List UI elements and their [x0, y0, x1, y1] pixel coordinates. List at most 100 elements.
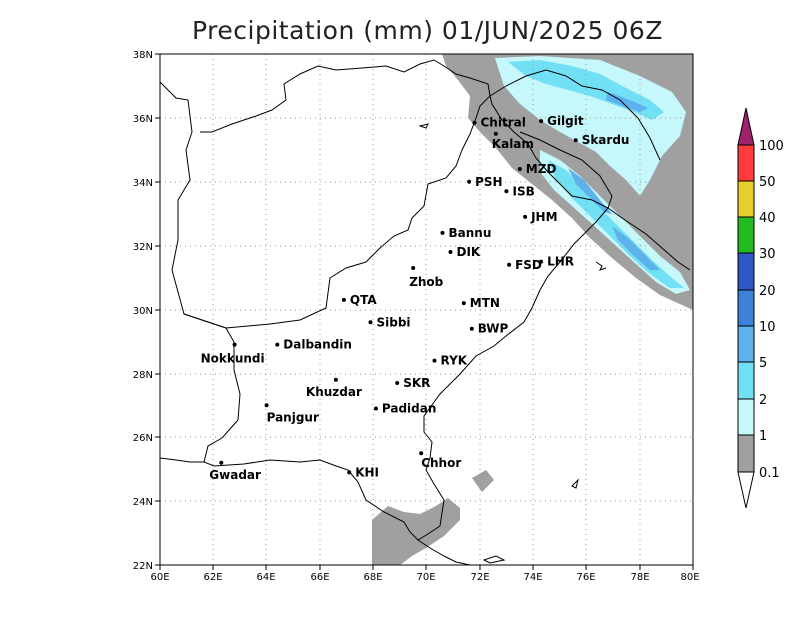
colorbar-bin-30 [737, 216, 755, 254]
lat-label: 26N [133, 433, 153, 444]
north-border [489, 69, 661, 161]
lon-label: 62E [203, 572, 222, 583]
lat-lon-grid [160, 54, 693, 565]
lon-label: 80E [680, 572, 699, 583]
city-label: Skardu [582, 133, 630, 147]
city-label: ISB [513, 184, 535, 198]
city-label: Chhor [421, 456, 461, 470]
city-marker [469, 326, 474, 331]
city-label: QTA [350, 293, 377, 307]
colorbar: 100 50 40 30 20 10 5 2 1 0.1 [737, 107, 784, 509]
city-label: MTN [470, 296, 500, 310]
lat-label: 30N [133, 306, 153, 317]
colorbar-bottom-arrow [737, 471, 755, 509]
city-label: Padidan [382, 402, 437, 416]
city-label: Chitral [481, 116, 526, 130]
colorbar-label: 20 [759, 284, 776, 299]
colorbar-bin-50 [737, 144, 755, 182]
coast-4 [482, 555, 506, 564]
city-label: JHM [530, 210, 557, 224]
colorbar-label: 50 [759, 175, 776, 190]
city-marker [368, 320, 373, 325]
lon-labels: 60E 62E 64E 66E 68E 70E 72E 74E 76E 78E … [150, 572, 699, 583]
lon-label: 78E [630, 572, 649, 583]
colorbar-label: 40 [759, 211, 776, 226]
colorbar-bin-40 [737, 180, 755, 218]
city-label: Nokkundi [201, 352, 265, 366]
city-label: FSD [515, 258, 542, 272]
lon-label: 64E [256, 572, 275, 583]
lat-label: 24N [133, 497, 153, 508]
city-marker [539, 119, 544, 124]
city-label: Zhob [409, 275, 443, 289]
city-marker [275, 342, 280, 347]
axis-ticks [155, 53, 694, 570]
colorbar-bin-10 [737, 289, 755, 327]
city-marker [347, 470, 352, 475]
lat-label: 36N [133, 114, 153, 125]
colorbar-label: 2 [759, 393, 767, 408]
colorbar-bin-2 [737, 361, 755, 400]
city-marker [504, 189, 509, 194]
city-label: DIK [457, 245, 481, 259]
colorbar-bin-1 [737, 398, 755, 436]
city-label: Gilgit [547, 114, 584, 128]
lon-label: 66E [310, 572, 329, 583]
city-label: KHI [355, 465, 379, 479]
city-marker [517, 167, 522, 171]
city-marker [573, 138, 578, 143]
colorbar-label: 5 [759, 356, 767, 371]
city-marker [507, 262, 512, 267]
boundaries [160, 59, 691, 565]
precip-strong-north [606, 92, 648, 112]
precip-trace-south [372, 498, 460, 565]
lake-3 [571, 478, 579, 489]
lon-label: 70E [416, 572, 435, 583]
lon-label: 76E [576, 572, 595, 583]
map-title: Precipitation (mm) 01/JUN/2025 06Z [192, 16, 663, 45]
colorbar-top-arrow [737, 107, 755, 146]
colorbar-label: 1 [759, 429, 767, 444]
colorbar-bin-0-1 [737, 434, 755, 473]
city-marker [419, 451, 424, 456]
precip-light-north [495, 56, 686, 196]
lake-2 [595, 261, 607, 271]
lat-label: 34N [133, 178, 153, 189]
city-label: MZD [526, 162, 557, 176]
iran-coast [160, 457, 204, 463]
lon-label: 74E [523, 572, 542, 583]
city-label: PSH [475, 175, 502, 189]
city-marker [461, 301, 466, 306]
city-marker [411, 266, 416, 270]
city-label: Bannu [449, 226, 492, 240]
lat-labels: 38N 36N 34N 32N 30N 28N 26N 24N 22N [133, 50, 153, 572]
city-marker [523, 214, 528, 219]
colorbar-bin-5 [737, 325, 755, 363]
city-marker [395, 381, 400, 385]
colorbar-label: 10 [759, 320, 776, 335]
city-marker [448, 250, 453, 254]
india-border [607, 207, 691, 271]
colorbar-bin-20 [737, 252, 755, 291]
pakistan-border [183, 95, 609, 541]
afghanistan-border [160, 59, 491, 329]
lat-label: 32N [133, 242, 153, 253]
lon-label: 72E [470, 572, 489, 583]
lat-label: 38N [133, 50, 153, 61]
city-label: SKR [403, 376, 430, 390]
city-marker [341, 297, 346, 302]
city-marker [493, 131, 498, 136]
city-label: Dalbandin [283, 338, 352, 352]
city-marker [539, 259, 544, 264]
precip-strong-band-2 [612, 226, 660, 270]
city-label: BWP [478, 322, 509, 336]
city-label: Gwadar [209, 468, 261, 482]
precip-mid-band [548, 160, 684, 288]
precip-trace-south-2 [472, 470, 494, 492]
city-marker [232, 342, 237, 347]
city-marker [373, 406, 378, 411]
precip-strong-band [568, 168, 612, 214]
city-label: Khuzdar [306, 385, 362, 399]
lat-label: 22N [133, 561, 153, 572]
